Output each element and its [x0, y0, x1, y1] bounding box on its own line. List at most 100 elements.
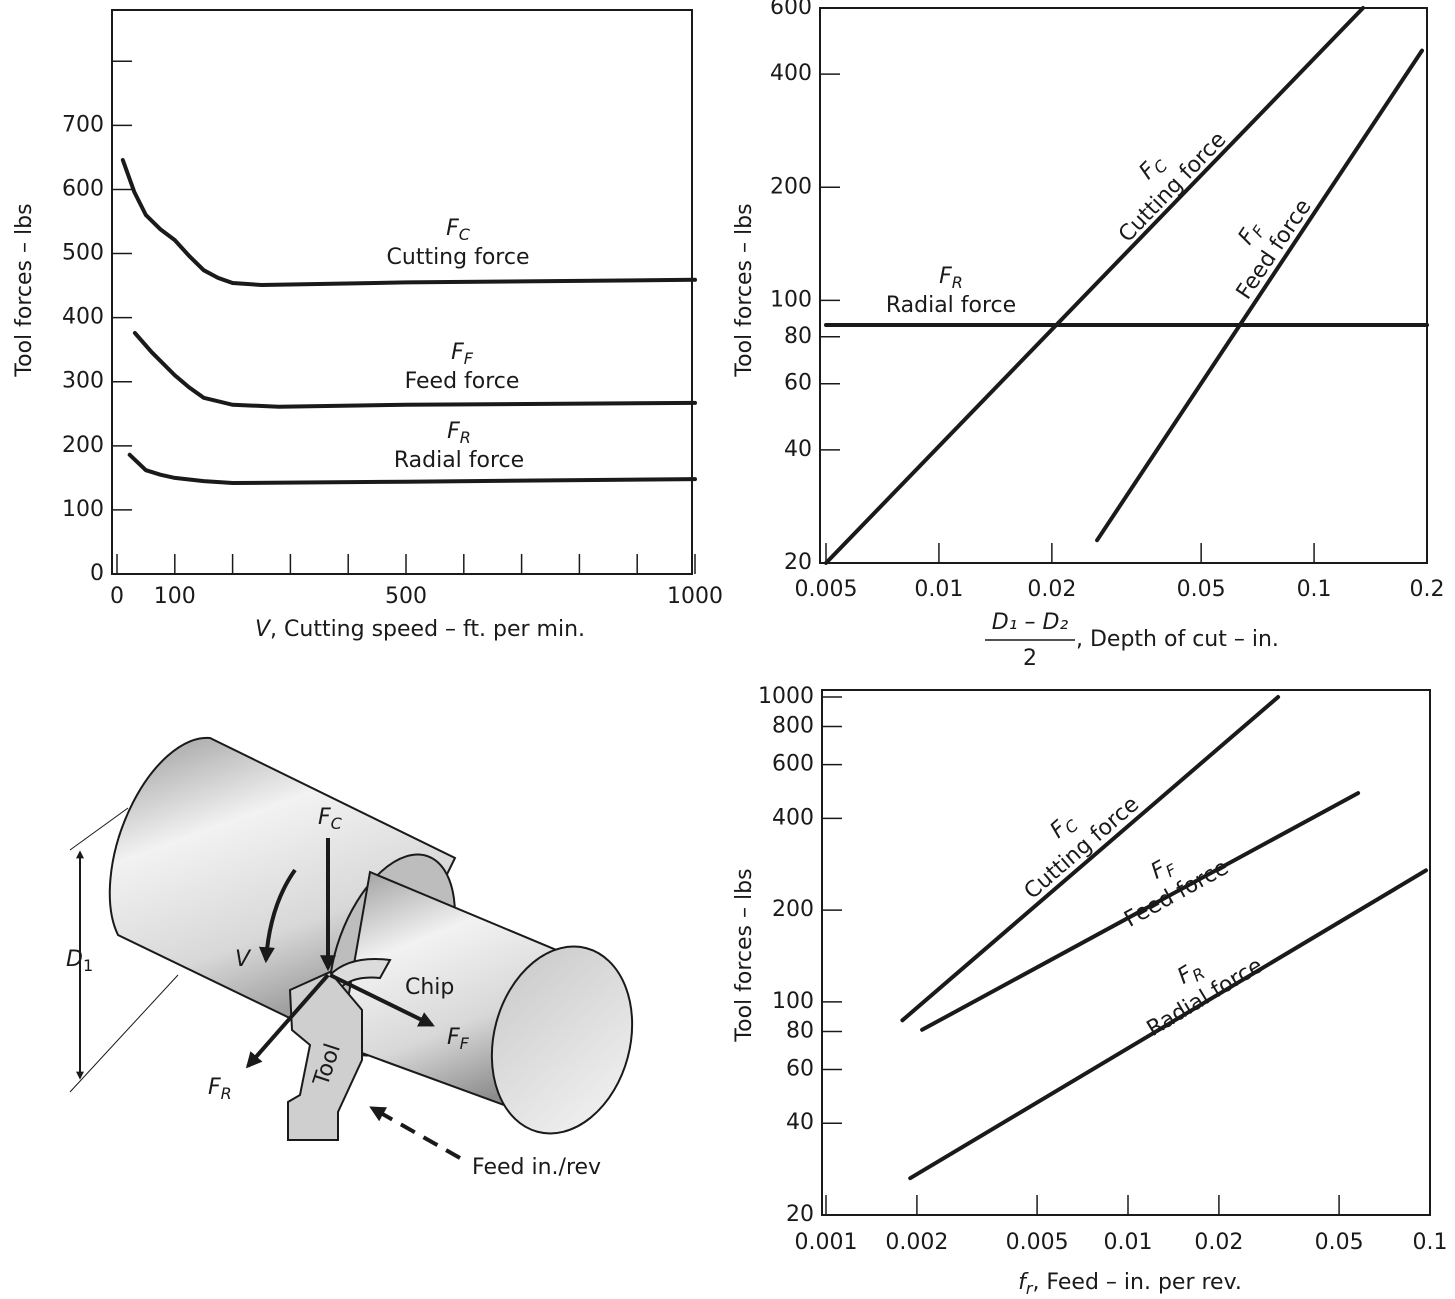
series-name: Radial force [1143, 953, 1268, 1042]
series-name: Cutting force [1020, 792, 1144, 905]
series-name: Cutting force [387, 245, 530, 270]
x-tick-label: 0.01 [1104, 1230, 1153, 1255]
series-line [824, 6, 1365, 565]
y-tick-label: 60 [786, 1057, 814, 1082]
x-tick-label: 0.001 [795, 1230, 858, 1255]
plot: 20 40 60 80 100 200 400 600 800 1000 0.001 0.002 0.0… [732, 684, 1448, 1298]
x-title-numerator: D₁ – D₂ [992, 610, 1069, 635]
y-tick-label: 20 [786, 1202, 814, 1227]
y-axis-title: Tool forces – lbs [732, 203, 757, 377]
x-title-denominator: 2 [1023, 646, 1037, 671]
y-tick-label: 100 [770, 287, 812, 312]
series-line [908, 868, 1428, 1181]
x-tick-label: 0.005 [795, 577, 858, 602]
subscript: R [221, 1084, 232, 1103]
symbol-label: FR [939, 264, 963, 292]
subscript: C [459, 225, 471, 244]
diagram-label: V [235, 947, 252, 972]
rotation-arrow [258, 868, 297, 964]
y-tick-label: 800 [772, 714, 814, 739]
plot-frame [819, 7, 1428, 564]
series-line [120, 158, 697, 288]
y-tick-label: 60 [784, 371, 812, 396]
symbol: F [446, 216, 459, 241]
subscript: C [331, 814, 343, 833]
y-tick-label: 400 [62, 305, 104, 330]
plot-frame [111, 9, 693, 575]
subscript: 1 [83, 956, 93, 975]
subscript: F [460, 1034, 470, 1053]
diagram-label: Chip [405, 975, 454, 1000]
diagram-label: FC [318, 805, 343, 833]
x-axis-title: fr, Feed – in. per rev. [1018, 1270, 1242, 1298]
series-line [127, 452, 697, 486]
symbol: F [447, 419, 460, 444]
y-tick-label: 80 [786, 1018, 814, 1043]
symbol: F [939, 264, 952, 289]
x-axis-title: , Depth of cut – in. [1076, 627, 1279, 652]
y-tick-label: 100 [772, 989, 814, 1014]
extension-line [69, 807, 129, 851]
feed-arrow [369, 1106, 461, 1160]
symbol-label: FC [1046, 809, 1083, 846]
symbol: f [1018, 1270, 1029, 1295]
series-name: Radial force [394, 448, 524, 473]
feed-force-arrow [329, 973, 435, 1027]
symbol: V [255, 617, 272, 642]
symbol-label: FR [447, 419, 471, 447]
series-name: Cutting force [1114, 127, 1231, 247]
x-tick-label: 0 [110, 584, 124, 609]
x-tick-label: 0.02 [1027, 577, 1076, 602]
symbol-label: FC [446, 216, 471, 244]
series-name: Feed force [1232, 195, 1317, 304]
plot: 20 40 60 80 100 200 400 600 0.005 0.01 0.02 0.05 0.1… [732, 0, 1445, 671]
series-name: Radial force [886, 293, 1016, 318]
y-tick-label: 300 [62, 369, 104, 394]
subscript: R [460, 428, 471, 447]
x-tick-label: 100 [154, 584, 196, 609]
y-tick-label: 200 [62, 433, 104, 458]
diagram-label: FR [208, 1075, 232, 1103]
subscript: r [1026, 1279, 1034, 1298]
x-tick-label: 0.002 [885, 1230, 948, 1255]
subscript: R [952, 273, 963, 292]
diagram-label: Feed in./rev [472, 1155, 601, 1180]
y-tick-label: 1000 [758, 684, 814, 709]
plot-frame [821, 689, 1431, 1216]
series-line [132, 331, 697, 409]
y-tick-label: 400 [772, 805, 814, 830]
x-tick-label: 0.2 [1410, 577, 1445, 602]
y-tick-label: 20 [784, 550, 812, 575]
y-tick-label: 600 [62, 176, 104, 201]
x-axis-title: V, Cutting speed – ft. per min. [255, 617, 585, 642]
series-line [1095, 48, 1424, 543]
y-axis-title: Tool forces – lbs [732, 868, 757, 1042]
series-line [900, 695, 1281, 1023]
x-tick-label: 1000 [667, 584, 723, 609]
y-tick-label: 100 [62, 497, 104, 522]
tool [287, 970, 363, 1141]
subscript: F [464, 349, 474, 368]
x-tick-label: 0.05 [1315, 1230, 1364, 1255]
symbol: F [447, 1025, 460, 1050]
workpiece-end [490, 945, 634, 1135]
symbol: F [318, 805, 331, 830]
extension-line [69, 974, 179, 1093]
x-tick-label: 0.005 [1006, 1230, 1069, 1255]
x-tick-label: 0.05 [1177, 577, 1226, 602]
y-tick-label: 0 [90, 561, 104, 586]
symbol-label: FF [451, 340, 474, 368]
y-tick-label: 40 [784, 437, 812, 462]
series-line [920, 791, 1361, 1032]
y-tick-label: 80 [784, 324, 812, 349]
x-tick-label: 0.1 [1413, 1230, 1448, 1255]
